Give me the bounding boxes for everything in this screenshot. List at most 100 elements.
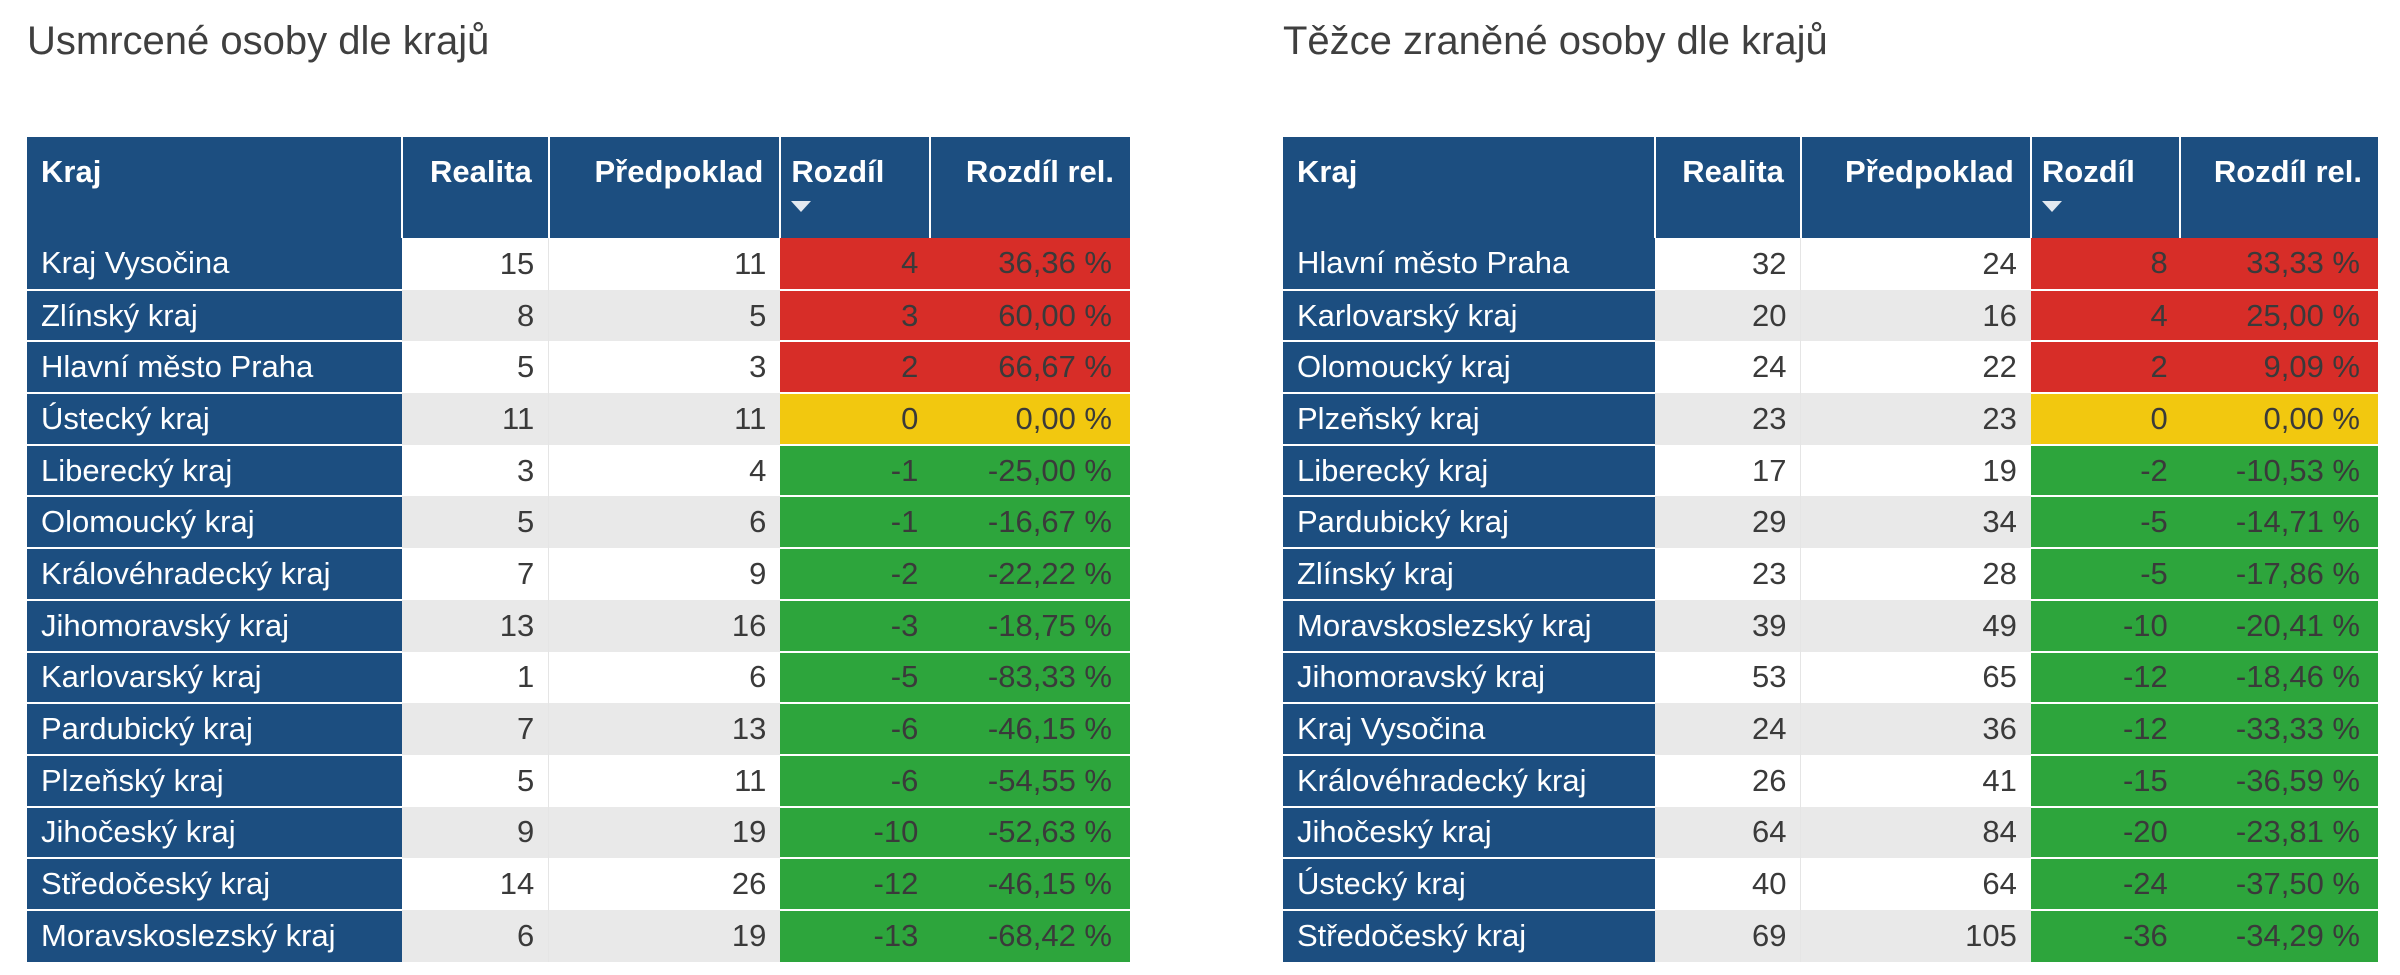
region-cell[interactable]: Zlínský kraj bbox=[27, 288, 403, 342]
column-header-predpoklad[interactable]: Předpoklad bbox=[547, 137, 781, 238]
realita-cell[interactable]: 40 bbox=[1655, 858, 1801, 910]
realita-cell[interactable]: 39 bbox=[1655, 599, 1801, 652]
realita-cell[interactable]: 24 bbox=[1655, 703, 1801, 755]
region-cell[interactable]: Liberecký kraj bbox=[27, 443, 403, 497]
rozdil-rel-cell[interactable]: 66,67 % bbox=[930, 340, 1130, 394]
realita-cell[interactable]: 3 bbox=[402, 444, 549, 497]
column-header-kraj[interactable]: Kraj bbox=[27, 137, 403, 238]
rozdil-rel-cell[interactable]: -83,33 % bbox=[930, 650, 1130, 704]
realita-cell[interactable]: 7 bbox=[402, 548, 549, 600]
predpoklad-cell[interactable]: 16 bbox=[548, 599, 781, 652]
rozdil-rel-cell[interactable]: 0,00 % bbox=[930, 392, 1130, 445]
rozdil-cell[interactable]: 4 bbox=[780, 238, 931, 290]
rozdil-rel-cell[interactable]: -16,67 % bbox=[930, 495, 1130, 549]
realita-cell[interactable]: 7 bbox=[402, 703, 549, 755]
region-cell[interactable]: Středočeský kraj bbox=[27, 857, 403, 910]
realita-cell[interactable]: 26 bbox=[1655, 754, 1801, 807]
rozdil-cell[interactable]: -5 bbox=[780, 650, 931, 704]
rozdil-cell[interactable]: -5 bbox=[2030, 547, 2180, 600]
rozdil-rel-cell[interactable]: 36,36 % bbox=[930, 238, 1130, 290]
region-cell[interactable]: Královéhradecký kraj bbox=[1283, 753, 1656, 807]
rozdil-cell[interactable]: -15 bbox=[2030, 753, 2180, 807]
region-cell[interactable]: Olomoucký kraj bbox=[27, 495, 403, 549]
rozdil-cell[interactable]: -10 bbox=[2030, 598, 2180, 652]
column-header-rozdil-rel[interactable]: Rozdíl rel. bbox=[2178, 137, 2378, 238]
predpoklad-cell[interactable]: 3 bbox=[548, 341, 781, 394]
predpoklad-cell[interactable]: 34 bbox=[1800, 496, 2031, 549]
realita-cell[interactable]: 5 bbox=[402, 496, 549, 549]
predpoklad-cell[interactable]: 64 bbox=[1800, 858, 2031, 910]
predpoklad-cell[interactable]: 19 bbox=[548, 909, 781, 962]
region-cell[interactable]: Královéhradecký kraj bbox=[27, 547, 403, 600]
rozdil-cell[interactable]: -2 bbox=[780, 547, 931, 600]
region-cell[interactable]: Moravskoslezský kraj bbox=[1283, 598, 1656, 652]
predpoklad-cell[interactable]: 4 bbox=[548, 444, 781, 497]
predpoklad-cell[interactable]: 105 bbox=[1800, 909, 2031, 962]
rozdil-rel-cell[interactable]: 0,00 % bbox=[2179, 392, 2378, 445]
rozdil-rel-cell[interactable]: -14,71 % bbox=[2179, 495, 2378, 549]
realita-cell[interactable]: 14 bbox=[402, 858, 549, 910]
predpoklad-cell[interactable]: 19 bbox=[1800, 444, 2031, 497]
rozdil-rel-cell[interactable]: -46,15 % bbox=[930, 857, 1130, 910]
rozdil-cell[interactable]: -13 bbox=[780, 908, 931, 962]
predpoklad-cell[interactable]: 26 bbox=[548, 858, 781, 910]
realita-cell[interactable]: 24 bbox=[1655, 341, 1801, 394]
rozdil-cell[interactable]: 4 bbox=[2030, 288, 2180, 342]
predpoklad-cell[interactable]: 16 bbox=[1800, 289, 2031, 342]
realita-cell[interactable]: 15 bbox=[402, 238, 549, 290]
predpoklad-cell[interactable]: 41 bbox=[1800, 754, 2031, 807]
realita-cell[interactable]: 53 bbox=[1655, 651, 1801, 704]
realita-cell[interactable]: 32 bbox=[1655, 238, 1801, 290]
realita-cell[interactable]: 64 bbox=[1655, 806, 1801, 859]
rozdil-cell[interactable]: -10 bbox=[780, 805, 931, 859]
column-header-rozdil-rel[interactable]: Rozdíl rel. bbox=[929, 137, 1130, 238]
column-header-predpoklad[interactable]: Předpoklad bbox=[1799, 137, 2031, 238]
rozdil-rel-cell[interactable]: 25,00 % bbox=[2179, 288, 2378, 342]
predpoklad-cell[interactable]: 5 bbox=[548, 289, 781, 342]
rozdil-rel-cell[interactable]: -10,53 % bbox=[2179, 443, 2378, 497]
region-cell[interactable]: Ústecký kraj bbox=[27, 392, 403, 445]
column-header-realita[interactable]: Realita bbox=[1654, 137, 1801, 238]
rozdil-rel-cell[interactable]: -25,00 % bbox=[930, 443, 1130, 497]
region-cell[interactable]: Jihomoravský kraj bbox=[1283, 650, 1656, 704]
region-cell[interactable]: Pardubický kraj bbox=[27, 702, 403, 755]
rozdil-rel-cell[interactable]: 60,00 % bbox=[930, 288, 1130, 342]
rozdil-rel-cell[interactable]: -68,42 % bbox=[930, 908, 1130, 962]
realita-cell[interactable]: 9 bbox=[402, 806, 549, 859]
region-cell[interactable]: Jihočeský kraj bbox=[1283, 805, 1656, 859]
rozdil-cell[interactable]: -20 bbox=[2030, 805, 2180, 859]
predpoklad-cell[interactable]: 36 bbox=[1800, 703, 2031, 755]
rozdil-cell[interactable]: -1 bbox=[780, 495, 931, 549]
predpoklad-cell[interactable]: 49 bbox=[1800, 599, 2031, 652]
region-cell[interactable]: Zlínský kraj bbox=[1283, 547, 1656, 600]
realita-cell[interactable]: 8 bbox=[402, 289, 549, 342]
region-cell[interactable]: Plzeňský kraj bbox=[1283, 392, 1656, 445]
region-cell[interactable]: Liberecký kraj bbox=[1283, 443, 1656, 497]
rozdil-rel-cell[interactable]: -20,41 % bbox=[2179, 598, 2378, 652]
predpoklad-cell[interactable]: 13 bbox=[548, 703, 781, 755]
realita-cell[interactable]: 17 bbox=[1655, 444, 1801, 497]
realita-cell[interactable]: 29 bbox=[1655, 496, 1801, 549]
predpoklad-cell[interactable]: 24 bbox=[1800, 238, 2031, 290]
predpoklad-cell[interactable]: 22 bbox=[1800, 341, 2031, 394]
rozdil-cell[interactable]: -6 bbox=[780, 702, 931, 755]
predpoklad-cell[interactable]: 6 bbox=[548, 651, 781, 704]
predpoklad-cell[interactable]: 19 bbox=[548, 806, 781, 859]
rozdil-cell[interactable]: -12 bbox=[780, 857, 931, 910]
region-cell[interactable]: Plzeňský kraj bbox=[27, 753, 403, 807]
rozdil-cell[interactable]: -5 bbox=[2030, 495, 2180, 549]
rozdil-rel-cell[interactable]: 9,09 % bbox=[2179, 340, 2378, 394]
predpoklad-cell[interactable]: 6 bbox=[548, 496, 781, 549]
realita-cell[interactable]: 23 bbox=[1655, 393, 1801, 445]
region-cell[interactable]: Jihočeský kraj bbox=[27, 805, 403, 859]
rozdil-rel-cell[interactable]: -36,59 % bbox=[2179, 753, 2378, 807]
rozdil-cell[interactable]: -24 bbox=[2030, 857, 2180, 910]
column-header-rozdil[interactable]: Rozdíl bbox=[779, 137, 931, 238]
region-cell[interactable]: Ústecký kraj bbox=[1283, 857, 1656, 910]
realita-cell[interactable]: 23 bbox=[1655, 548, 1801, 600]
region-cell[interactable]: Moravskoslezský kraj bbox=[27, 908, 403, 962]
region-cell[interactable]: Pardubický kraj bbox=[1283, 495, 1656, 549]
rozdil-rel-cell[interactable]: -54,55 % bbox=[930, 753, 1130, 807]
rozdil-cell[interactable]: -36 bbox=[2030, 908, 2180, 962]
region-cell[interactable]: Kraj Vysočina bbox=[1283, 702, 1656, 755]
